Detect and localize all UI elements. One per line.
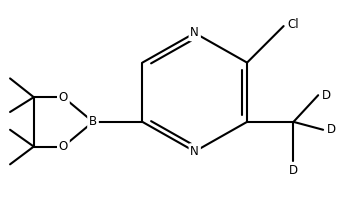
Text: N: N — [191, 145, 199, 158]
Text: N: N — [191, 27, 199, 39]
Text: B: B — [89, 115, 97, 128]
Text: O: O — [59, 140, 68, 153]
Text: Cl: Cl — [288, 18, 299, 31]
Text: D: D — [289, 164, 298, 177]
Text: O: O — [59, 91, 68, 104]
Text: D: D — [327, 123, 336, 136]
Text: D: D — [322, 89, 331, 102]
